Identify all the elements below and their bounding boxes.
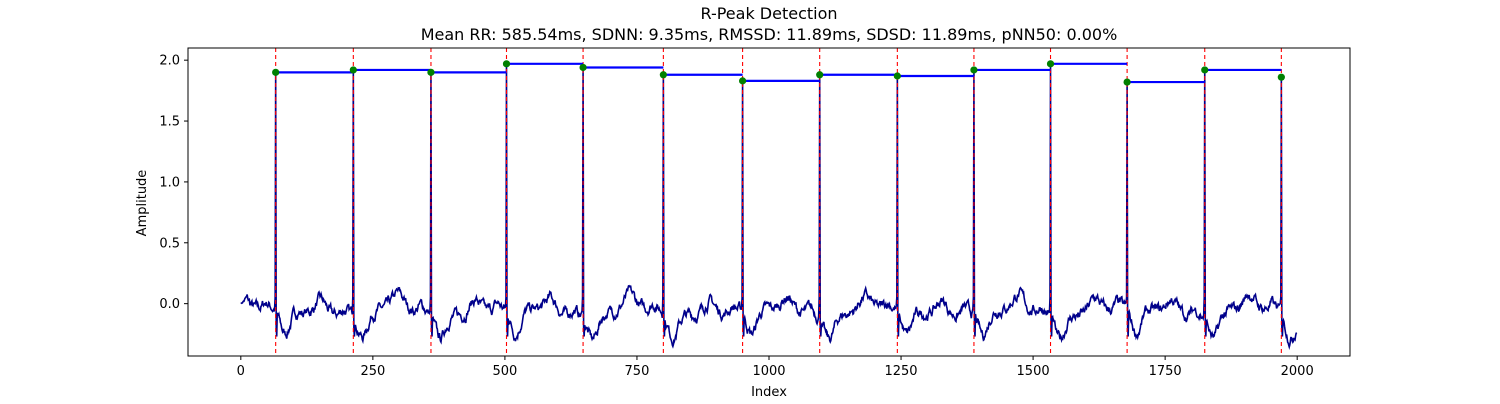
x-tick-label-1: 250	[360, 364, 385, 379]
chart-subtitle: Mean RR: 585.54ms, SDNN: 9.35ms, RMSSD: …	[421, 25, 1118, 44]
r-peak-marker-6	[738, 77, 747, 85]
y-tick-label-3: 1.5	[159, 115, 180, 130]
y-axis-label: Amplitude	[135, 170, 150, 237]
r-peak-marker-2	[427, 68, 435, 76]
x-tick-label-3: 750	[625, 364, 650, 379]
ecg-signal-line	[240, 63, 1298, 350]
r-peak-marker-9	[970, 66, 978, 74]
y-tick-label-2: 1.0	[159, 175, 180, 190]
x-tick-label-5: 1250	[884, 364, 917, 379]
r-peak-marker-8	[893, 72, 901, 80]
r-peak-marker-12	[1201, 66, 1209, 74]
chart-title: R-Peak Detection	[700, 4, 837, 23]
r-peak-marker-0	[272, 68, 280, 76]
r-peak-marker-11	[1123, 78, 1131, 86]
x-tick-label-2: 500	[492, 364, 517, 379]
x-tick-label-7: 1750	[1149, 364, 1182, 379]
x-tick-label-0: 0	[237, 364, 245, 379]
r-peak-marker-1	[349, 66, 357, 74]
x-tick-label-4: 1000	[752, 364, 785, 379]
r-peak-marker-7	[816, 71, 824, 79]
x-axis-label: Index	[751, 385, 787, 400]
r-peak-marker-3	[502, 60, 511, 68]
plot-frame	[187, 47, 1351, 357]
plot-layer	[240, 48, 1298, 356]
y-tick-label-4: 2.0	[159, 54, 180, 69]
x-tick-label-6: 1500	[1017, 364, 1050, 379]
axes-layer: 0 250 500 750 1000 1250 1500 1750 2000 0.0 0.5 1.0 1…	[159, 47, 1351, 379]
r-peak-marker-10	[1046, 60, 1055, 68]
x-tick-label-8: 2000	[1281, 364, 1314, 379]
r-peak-marker-13	[1277, 73, 1285, 81]
y-tick-label-1: 0.5	[159, 236, 180, 251]
r-peak-marker-4	[579, 63, 587, 72]
y-tick-label-0: 0.0	[159, 297, 180, 312]
r-peak-marker-5	[659, 71, 667, 79]
